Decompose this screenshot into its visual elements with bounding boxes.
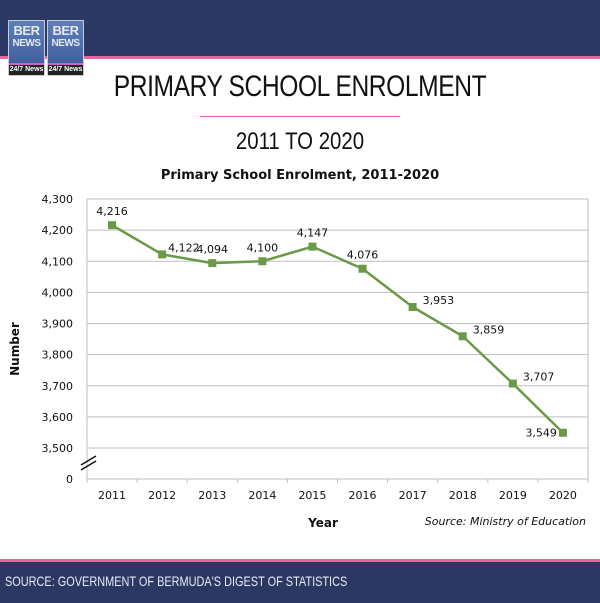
y-tick-label: 3,700 bbox=[42, 380, 74, 393]
bernews-logo[interactable]: BER NEWS 24/7 News BER NEWS 24/7 News bbox=[8, 20, 84, 76]
data-point-marker bbox=[308, 242, 317, 251]
logo-panel-left: BER NEWS 24/7 News bbox=[8, 20, 45, 76]
x-axis-label: Year bbox=[307, 516, 338, 530]
title-divider bbox=[200, 116, 400, 117]
x-tick-label: 2016 bbox=[349, 489, 377, 502]
footer-source: SOURCE: GOVERNMENT OF BERMUDA'S DIGEST O… bbox=[5, 573, 348, 589]
axes bbox=[80, 199, 589, 483]
x-tick-labels: 2011 2012 2013 2014 2015 2016 2017 2018 2019 2020 bbox=[98, 489, 577, 502]
logo-news-text: NEWS bbox=[12, 38, 42, 49]
data-point-marker bbox=[508, 379, 517, 388]
y-tick-labels: 0 3,500 3,600 3,700 3,800 3,900 4,000 4,100 4,20… bbox=[42, 193, 74, 486]
data-point-marker bbox=[358, 264, 367, 273]
y-tick-label: 4,000 bbox=[42, 286, 74, 299]
x-tick-label: 2019 bbox=[499, 489, 527, 502]
x-tick-label: 2015 bbox=[298, 489, 326, 502]
data-label: 3,859 bbox=[473, 323, 505, 336]
x-tick-label: 2017 bbox=[399, 489, 427, 502]
axis-break-mark bbox=[80, 460, 97, 471]
header-bar bbox=[0, 0, 600, 59]
data-label: 3,707 bbox=[523, 371, 555, 384]
logo-news-text: NEWS bbox=[51, 38, 81, 49]
logo-tagline: 24/7 News bbox=[9, 63, 44, 75]
y-tick-label: 3,900 bbox=[42, 318, 74, 331]
y-tick-label: 0 bbox=[66, 473, 73, 486]
page-title: PRIMARY SCHOOL ENROLMENT bbox=[113, 70, 487, 103]
data-label: 4,122 bbox=[168, 241, 200, 254]
gridlines bbox=[87, 198, 588, 449]
data-point-marker bbox=[158, 250, 167, 259]
data-label: 4,147 bbox=[297, 227, 329, 240]
data-label: 3,953 bbox=[423, 294, 455, 307]
series-line-path bbox=[111, 224, 564, 434]
data-label: 4,094 bbox=[197, 243, 229, 256]
y-tick-label: 3,600 bbox=[42, 411, 74, 424]
data-point-marker bbox=[108, 221, 117, 230]
data-markers bbox=[108, 221, 567, 437]
data-label: 4,216 bbox=[96, 205, 128, 218]
data-label: 4,076 bbox=[347, 249, 379, 262]
data-point-marker bbox=[458, 332, 467, 341]
logo-panel-right: BER NEWS 24/7 News bbox=[47, 20, 84, 76]
footer-bar: SOURCE: GOVERNMENT OF BERMUDA'S DIGEST O… bbox=[0, 559, 600, 603]
y-tick-label: 4,200 bbox=[42, 224, 74, 237]
y-tick-label: 4,100 bbox=[42, 255, 74, 268]
x-tick-label: 2018 bbox=[449, 489, 477, 502]
data-label: 4,100 bbox=[247, 241, 279, 254]
x-tick-label: 2020 bbox=[549, 489, 577, 502]
data-point-marker bbox=[558, 428, 567, 437]
chart-title: Primary School Enrolment, 2011-2020 bbox=[160, 168, 440, 183]
y-axis-label: Number bbox=[8, 322, 22, 376]
axis-break-mark bbox=[80, 455, 97, 466]
data-point-marker bbox=[258, 257, 267, 266]
y-tick-label: 4,300 bbox=[42, 193, 74, 206]
logo-ber-text: BER bbox=[52, 23, 79, 38]
x-tick-label: 2014 bbox=[248, 489, 276, 502]
data-label: 3,549 bbox=[525, 427, 557, 440]
chart-source-note: Source: Ministry of Education bbox=[424, 515, 586, 528]
x-tick-label: 2013 bbox=[198, 489, 226, 502]
y-tick-label: 3,500 bbox=[42, 442, 74, 455]
data-point-marker bbox=[408, 303, 417, 312]
page-subtitle: 2011 TO 2020 bbox=[235, 128, 365, 155]
x-tick-label: 2011 bbox=[98, 489, 126, 502]
logo-tagline: 24/7 News bbox=[48, 63, 83, 75]
data-point-marker bbox=[208, 259, 217, 268]
series-line bbox=[111, 224, 564, 434]
y-tick-label: 3,800 bbox=[42, 349, 74, 362]
logo-ber-text: BER bbox=[13, 23, 40, 38]
x-tick-label: 2012 bbox=[148, 489, 176, 502]
